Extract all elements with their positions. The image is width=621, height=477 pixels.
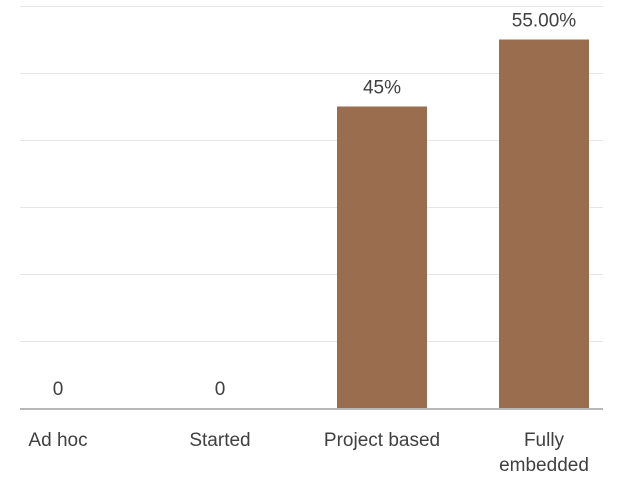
category-label-line: Fully <box>524 430 565 451</box>
category-label-line: Project based <box>324 430 440 451</box>
category-label-3: Fully embedded <box>499 430 589 476</box>
bar-3 <box>499 39 589 408</box>
bars <box>337 39 589 408</box>
data-label-0: 0 <box>53 379 64 400</box>
category-label-line: Ad hoc <box>28 430 87 451</box>
category-labels: Ad hoc Started Project based Fully embedded <box>28 430 588 476</box>
data-label-3: 55.00% <box>512 11 577 32</box>
category-label-2: Project based <box>324 430 440 451</box>
category-label-line: embedded <box>499 455 589 476</box>
data-label-2: 45% <box>363 78 401 99</box>
bar-2 <box>337 106 427 408</box>
category-label-line: Started <box>189 430 250 451</box>
data-label-1: 0 <box>215 379 226 400</box>
category-label-1: Started <box>189 430 250 451</box>
category-label-0: Ad hoc <box>28 430 87 451</box>
data-labels: 0 0 45% 55.00% <box>53 11 577 401</box>
